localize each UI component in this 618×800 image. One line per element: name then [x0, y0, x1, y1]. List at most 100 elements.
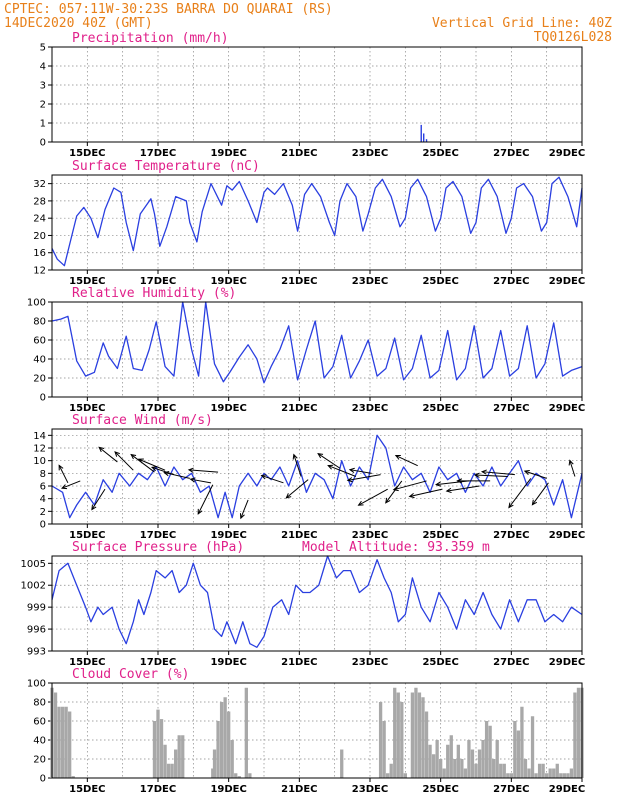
wind-xtick-label: 15DEC	[69, 530, 105, 541]
precip-ytick-label: 5	[40, 43, 46, 54]
cloud-bar	[506, 773, 510, 778]
cloud-bar	[537, 763, 542, 778]
cloud-bar	[530, 716, 535, 778]
wind-arrow	[317, 453, 341, 469]
wind-xtick-label: 29DEC	[549, 530, 585, 541]
wind-xtick-label: 21DEC	[281, 530, 317, 541]
cloud-bar	[244, 687, 248, 778]
cloud-bar	[389, 763, 393, 778]
pressure-ytick-label: 993	[27, 647, 46, 658]
wind-arrow	[285, 479, 309, 499]
cloud-bar	[474, 763, 478, 778]
cloud-xtick-label: 25DEC	[422, 784, 458, 795]
wind-arrow-head	[239, 513, 245, 520]
temp-xtick-label: 27DEC	[493, 276, 529, 287]
pressure-xtick-label: 23DEC	[352, 657, 388, 668]
temp-xtick-label: 21DEC	[281, 276, 317, 287]
temp-xtick-label: 15DEC	[69, 276, 105, 287]
cloud-bar	[442, 768, 446, 778]
wind-arrow	[393, 480, 427, 491]
cloud-bar	[523, 759, 528, 778]
cloud-xtick-label: 23DEC	[352, 784, 388, 795]
cloud-title: Cloud Cover (%)	[72, 667, 189, 682]
wind-arrow	[446, 485, 480, 492]
cloud-ytick-label: 100	[27, 679, 46, 690]
pressure-xtick-label: 27DEC	[493, 657, 529, 668]
cloud-bar	[382, 721, 386, 778]
cloud-bar	[181, 735, 185, 778]
wind-arrow-head	[60, 484, 68, 490]
cloud-bar	[428, 744, 432, 778]
wind-arrow-head	[137, 458, 144, 464]
cloud-bar	[219, 702, 224, 778]
precip-bar	[425, 139, 428, 142]
wind-arrow-head	[98, 446, 105, 453]
cloud-bar	[477, 749, 482, 778]
temp-ytick-label: 32	[33, 179, 46, 190]
cloud-bar	[410, 692, 415, 778]
precip-xtick-label: 21DEC	[281, 148, 317, 159]
cloud-bar	[492, 759, 496, 778]
cloud-bar	[57, 706, 61, 778]
wind-arrow-head	[385, 497, 391, 504]
wind-arrow	[395, 455, 418, 467]
cloud-bar	[513, 721, 517, 778]
wind-arrow	[240, 499, 249, 519]
wind-arrow-head	[346, 477, 353, 483]
temp-xtick-label: 19DEC	[210, 276, 246, 287]
wind-arrow-head	[357, 500, 364, 506]
cloud-bar	[488, 725, 492, 778]
cloud-bar	[340, 749, 344, 778]
wind-arrow	[114, 451, 134, 471]
precip-bar	[423, 133, 425, 142]
wind-ytick-label: 6	[40, 482, 46, 493]
pressure-xtick-label: 21DEC	[281, 657, 317, 668]
pressure-ytick-label: 1002	[21, 581, 46, 592]
cloud-bar	[211, 768, 215, 778]
cloud-bar	[499, 763, 503, 778]
wind-ytick-label: 2	[40, 507, 46, 518]
wind-arrow	[475, 474, 508, 477]
wind-arrow	[261, 475, 284, 484]
cloud-bar	[248, 773, 252, 778]
wind-arrow-head	[197, 508, 203, 515]
rh-xtick-label: 17DEC	[140, 403, 176, 414]
cloud-ytick-label: 20	[33, 755, 46, 766]
cloud-bar	[516, 730, 521, 778]
wind-arrow	[190, 478, 212, 484]
wind-arrow-head	[435, 481, 442, 487]
precip-xtick-label: 29DEC	[549, 148, 585, 159]
rh-xtick-label: 21DEC	[281, 403, 317, 414]
cloud-bar	[386, 773, 390, 778]
precip-xtick-label: 15DEC	[69, 148, 105, 159]
temp-ytick-label: 24	[33, 214, 46, 225]
pressure-title: Surface Pressure (hPa)	[72, 540, 244, 555]
rh-xtick-label: 25DEC	[422, 403, 458, 414]
cloud-ytick-label: 60	[33, 717, 46, 728]
pressure-series-line	[51, 555, 583, 648]
header-line1: CPTEC: 057:11W-30:23S BARRA DO QUARAI (R…	[4, 2, 333, 17]
header-model-id: TQ0126L028	[534, 30, 612, 45]
precip-frame	[51, 46, 583, 143]
wind-arrow-head	[58, 464, 64, 471]
wind-arrow-head	[285, 493, 292, 499]
cloud-bar	[495, 740, 499, 778]
cloud-bar	[439, 759, 443, 778]
wind-arrow-head	[531, 499, 538, 506]
wind-arrow	[61, 480, 81, 489]
cloud-bar	[545, 773, 549, 778]
cloud-bar	[393, 687, 397, 778]
cloud-bar	[456, 744, 460, 778]
cloud-bar	[71, 776, 75, 778]
cloud-bar	[234, 773, 238, 778]
wind-arrow	[524, 470, 547, 479]
cloud-bar	[421, 697, 425, 778]
wind-arrow-head	[480, 469, 487, 475]
cloud-xtick-label: 19DEC	[210, 784, 246, 795]
pressure-xtick-label: 19DEC	[210, 657, 246, 668]
pressure-xtick-label: 29DEC	[549, 657, 585, 668]
rh-title: Relative Humidity (%)	[72, 286, 236, 301]
precip-xtick-label: 17DEC	[140, 148, 176, 159]
precip-ytick-label: 3	[40, 81, 46, 92]
